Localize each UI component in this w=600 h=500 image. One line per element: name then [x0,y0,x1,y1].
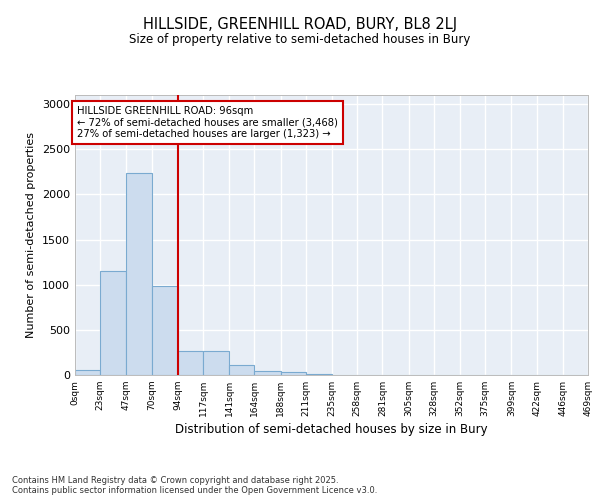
Bar [281,372,306,375]
Bar [229,365,254,375]
Bar [127,172,152,375]
Text: HILLSIDE GREENHILL ROAD: 96sqm
← 72% of semi-detached houses are smaller (3,468): HILLSIDE GREENHILL ROAD: 96sqm ← 72% of … [77,106,338,139]
Bar [254,371,281,375]
Y-axis label: Number of semi-detached properties: Number of semi-detached properties [26,132,37,338]
Bar [152,286,178,375]
Text: HILLSIDE, GREENHILL ROAD, BURY, BL8 2LJ: HILLSIDE, GREENHILL ROAD, BURY, BL8 2LJ [143,18,457,32]
Bar [203,351,229,375]
Text: Size of property relative to semi-detached houses in Bury: Size of property relative to semi-detach… [130,32,470,46]
Text: Contains HM Land Registry data © Crown copyright and database right 2025.
Contai: Contains HM Land Registry data © Crown c… [12,476,377,495]
Bar [100,271,127,375]
Bar [306,374,332,375]
Bar [75,370,100,375]
X-axis label: Distribution of semi-detached houses by size in Bury: Distribution of semi-detached houses by … [175,423,488,436]
Bar [178,351,203,375]
